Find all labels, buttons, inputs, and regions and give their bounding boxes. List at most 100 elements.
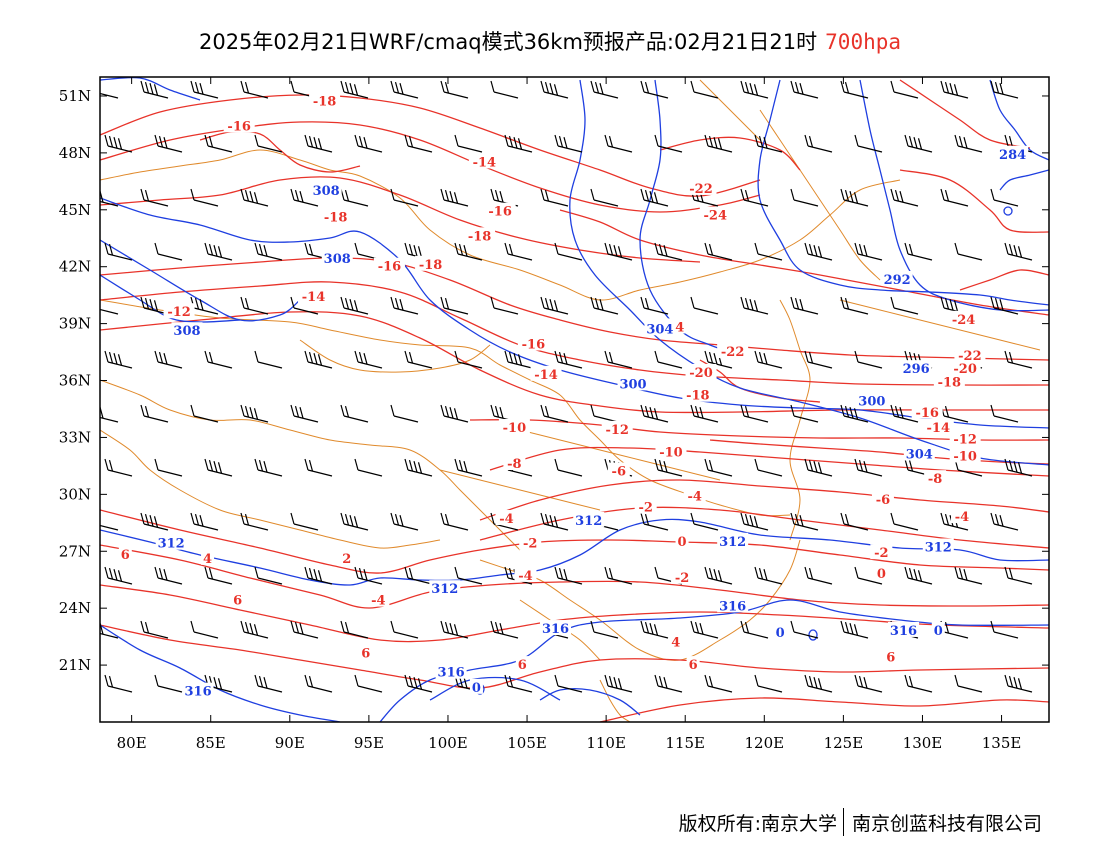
wind-barb xyxy=(990,296,1019,315)
wind-barb xyxy=(804,566,833,585)
height-label: 300 xyxy=(619,377,646,392)
wind-barb xyxy=(254,458,283,477)
wind-barb xyxy=(790,80,819,99)
temperature-label: -18 xyxy=(419,258,443,273)
wind-barb xyxy=(840,80,869,99)
wind-barb xyxy=(100,308,119,315)
isotherm-line xyxy=(100,624,1049,689)
temperature-label-bg xyxy=(373,257,405,273)
wind-barb xyxy=(390,404,419,423)
wind-barb xyxy=(154,674,183,693)
wind-barb xyxy=(140,512,169,531)
isotherm-line xyxy=(100,281,1049,386)
wind-barb xyxy=(104,674,133,693)
height-label: 316 xyxy=(438,666,465,681)
wind-barb xyxy=(340,188,369,207)
height-label: 0 xyxy=(934,624,943,639)
temperature-label-bg xyxy=(949,430,981,446)
footer-divider xyxy=(842,808,844,836)
wind-barb xyxy=(304,674,333,693)
title-text: 2025年02月21日WRF/cmaq模式36km预报产品:02月21日21时 xyxy=(198,30,818,54)
wind-barb xyxy=(104,134,133,153)
wind-barb xyxy=(654,458,683,477)
x-tick-label: 85E xyxy=(196,734,226,752)
wind-barb xyxy=(390,512,419,531)
isotherm-line xyxy=(899,169,1049,233)
wind-barb xyxy=(854,674,883,693)
height-label: 312 xyxy=(158,537,185,552)
temperature-label: -12 xyxy=(953,432,977,447)
temperature-label: -20 xyxy=(689,366,713,381)
wind-barb xyxy=(604,674,633,693)
wind-barb xyxy=(804,458,833,477)
temperature-label: -2 xyxy=(523,537,537,552)
wind-barb xyxy=(304,134,333,153)
temperature-label-bg xyxy=(669,633,683,649)
wind-barb xyxy=(840,620,869,639)
temperature-label: 6 xyxy=(361,647,370,662)
temperature-label-bg xyxy=(634,498,657,514)
border-line xyxy=(100,379,521,551)
temperature-label-bg xyxy=(415,255,447,271)
height-label-bg xyxy=(856,392,888,408)
wind-barb xyxy=(640,188,669,207)
temperature-label-bg xyxy=(933,373,965,389)
isotherm-line xyxy=(100,176,701,263)
wind-barb xyxy=(154,350,183,369)
height-label-bg xyxy=(155,534,187,550)
border-line xyxy=(479,539,801,661)
title-level: 700hpa xyxy=(825,30,902,54)
height-label: 316 xyxy=(184,685,211,700)
height-label: 292 xyxy=(884,273,911,288)
wind-barb xyxy=(904,242,933,261)
wind-barb xyxy=(754,566,783,585)
temperature-label: 4 xyxy=(203,552,212,567)
temperature-label: -14 xyxy=(302,290,326,305)
height-contour-line xyxy=(100,77,201,101)
wind-barb xyxy=(354,134,383,153)
wind-barb xyxy=(1004,674,1033,693)
wind-barb xyxy=(740,620,769,639)
height-contour-line xyxy=(999,169,1049,191)
wind-barb xyxy=(940,80,969,99)
wind-barb xyxy=(990,620,1019,639)
x-tick-label: 115E xyxy=(665,734,705,752)
wind-barb xyxy=(100,407,119,423)
temperature-label: -2 xyxy=(874,546,888,561)
temperature-label: -6 xyxy=(612,465,626,480)
wind-barb xyxy=(690,404,719,423)
temperature-label-bg xyxy=(298,288,330,304)
wind-barb xyxy=(890,296,919,315)
wind-barb xyxy=(190,620,219,639)
wind-barb xyxy=(190,80,219,99)
height-label-bg xyxy=(540,620,572,636)
x-tick-label: 125E xyxy=(824,734,864,752)
height-label-bg xyxy=(931,621,945,637)
temperature-label-bg xyxy=(951,508,974,524)
isotherm-line xyxy=(659,136,801,171)
wind-barb xyxy=(254,134,283,153)
height-contour-line xyxy=(100,239,301,322)
wind-barb xyxy=(604,350,633,369)
temperature-label-bg xyxy=(320,208,352,224)
height-label: 312 xyxy=(431,582,458,597)
temperature-label: -2 xyxy=(675,571,689,586)
wind-barb xyxy=(940,188,969,207)
wind-barb xyxy=(454,242,483,261)
wind-barb xyxy=(104,242,133,261)
wind-barb xyxy=(690,296,719,315)
isotherm-line xyxy=(959,269,1049,291)
y-tick-label: 42N xyxy=(59,258,91,276)
temperature-label: -10 xyxy=(503,421,527,436)
wind-barb xyxy=(854,458,883,477)
temperature-label-bg xyxy=(309,92,341,108)
wind-barb xyxy=(654,674,683,693)
temperature-label: -22 xyxy=(958,349,982,364)
y-tick-label: 27N xyxy=(59,542,91,560)
wind-barb xyxy=(190,404,219,423)
wind-barb xyxy=(104,458,133,477)
wind-barb xyxy=(904,674,933,693)
temperature-label: 6 xyxy=(886,651,895,666)
wind-barb xyxy=(440,80,469,99)
height-label: 312 xyxy=(925,540,952,555)
